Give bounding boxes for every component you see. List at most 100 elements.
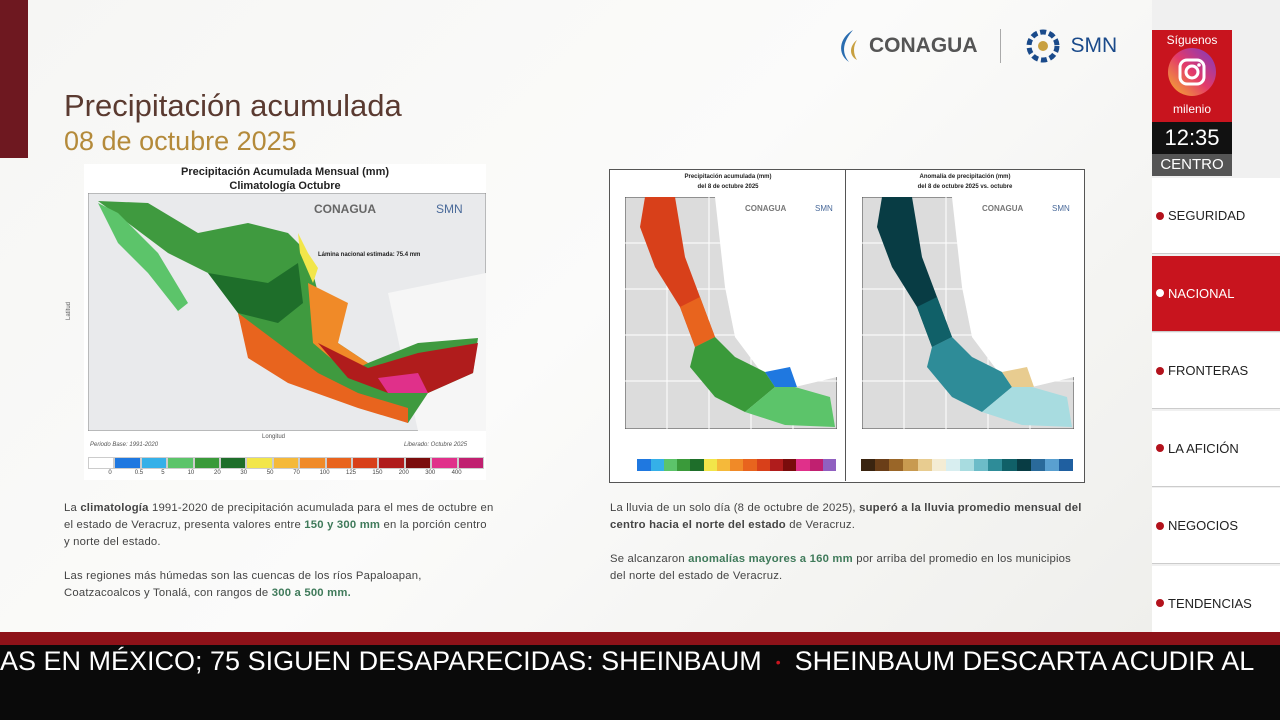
menu-item[interactable]: SEGURIDAD [1152,178,1280,254]
colorbar-swatch [945,459,960,471]
region: CENTRO [1152,154,1232,176]
colorbar-label: 20 [214,470,221,476]
colorbar-swatch [1044,459,1059,471]
colorbar-swatch [917,459,932,471]
sea [715,197,837,387]
colorbar-swatch [690,459,704,471]
colorbar-swatch [931,459,946,471]
colorbar-swatch [716,459,730,471]
divider [999,29,1001,63]
clock: 12:35 [1152,122,1232,154]
smn-icon [1026,29,1059,63]
sea [952,197,1074,387]
logo-bar: CONAGUA SMN [835,28,1117,64]
menu-item[interactable]: NEGOCIOS [1152,488,1280,564]
ticker-line [0,632,1280,645]
map-logo: CONAGUA [982,204,1024,213]
menu-label: SEGURIDAD [1168,208,1246,223]
colorbar-swatch [325,457,353,469]
colorbar-label: 70 [293,470,300,476]
bold-text: climatología [80,502,149,514]
colorbar-label: 300 [425,470,436,476]
menu-item[interactable]: FRONTERAS [1152,333,1280,409]
menu-item[interactable]: NACIONAL [1152,255,1280,332]
instagram-icon [1168,48,1216,96]
colorbar-swatch [1030,459,1045,471]
left-text: La climatología 1991-2020 de precipitaci… [64,500,494,619]
colorbar-swatch [889,459,904,471]
colorbar-swatch [903,459,918,471]
menu-item[interactable]: LA AFICIÓN [1152,410,1280,487]
conagua-logo: CONAGUA [869,34,978,57]
colorbar-swatch [352,457,379,469]
paragraph: La lluvia de un solo día (8 de octubre d… [610,500,1084,534]
colorbar-swatch [650,459,664,471]
colorbar-label: 125 [346,470,357,476]
menu-dot [1156,289,1164,297]
menu-item[interactable]: TENDENCIAS [1152,565,1280,642]
smn-logo: SMN [1070,34,1118,57]
colorbar-label: 400 [451,470,462,476]
colorbar-swatch [783,459,797,471]
colorbar-swatch [114,457,141,469]
region-south [982,372,1072,427]
colorbar-swatch [404,457,432,469]
ticker [0,645,1280,720]
menu-dot [1156,444,1164,452]
released: Liberado: Octubre 2025 [404,442,468,448]
colorbar-swatch [822,459,836,471]
ticker-item: SHEINBAUM DESCARTA ACUDIR AL [794,646,1255,676]
colorbar-swatch [637,459,651,471]
map-logo: SMN [815,204,833,213]
menu-label: NEGOCIOS [1168,518,1239,533]
map-plot [862,197,1074,429]
bold-text: 150 y 300 mm [304,519,381,531]
region-south [745,372,835,427]
text: en la porción centro y norte del estado. [64,519,487,548]
slide-date: 08 de octubre 2025 [64,126,297,156]
colorbar-label: 100 [319,470,330,476]
map-logo: CONAGUA [745,204,787,213]
colorbar-swatch [1002,459,1017,471]
menu-dot [1156,366,1164,375]
colorbar-label: 5 [161,470,165,476]
colorbar-swatch [743,459,757,471]
region-east [1002,367,1034,387]
map-colorbar [861,459,1074,471]
colorbar-swatch [875,459,890,471]
colorbar-swatch [431,457,458,469]
text: La lluvia de un solo día (8 de octubre d… [610,502,860,514]
left-colorbar-labels: 0 0.5 5 10 20 30 50 70 100 125 150 200 300 400 [88,470,484,478]
colorbar-swatch [988,459,1003,471]
map-title: Precipitación acumulada (mm) [684,174,772,180]
colorbar-swatch [246,457,273,469]
menu-label: NACIONAL [1168,285,1235,301]
left-map-ylabel: Latitud [66,301,73,321]
menu-label: TENDENCIAS [1168,595,1252,611]
slide-title: Precipitación acumulada [64,88,402,123]
follow-box[interactable]: Síguenos milenio [1152,30,1232,122]
left-map [88,193,486,431]
colorbar-label: 50 [266,470,274,476]
region-central [690,337,775,412]
text: de Veracruz. [785,519,856,531]
bold-text: 300 a 500 mm. [271,587,351,599]
menu-dot [1156,599,1164,607]
left-map-title: Precipitación Acumulada Mensual (mm) [180,166,390,178]
colorbar-swatch [1016,459,1031,471]
colorbar-swatch [193,457,221,469]
colorbar-label: 0.5 [134,470,144,476]
left-map-subtitle: Climatología Octubre [229,180,341,192]
colorbar-swatch [959,459,975,471]
colorbar-swatch [1058,459,1074,471]
colorbar-swatch [769,459,783,471]
map-subtitle: del 8 de octubre 2025 vs. octubre [917,184,1013,190]
colorbar-label: 30 [240,470,248,476]
colorbar-swatch [703,459,717,471]
map-title: Anomalía de precipitación (mm) [919,174,1011,180]
colorbar-swatch [88,457,115,469]
paragraph: La climatología 1991-2020 de precipitaci… [64,500,494,551]
colorbar-swatch [378,457,405,469]
colorbar-swatch [974,459,989,471]
